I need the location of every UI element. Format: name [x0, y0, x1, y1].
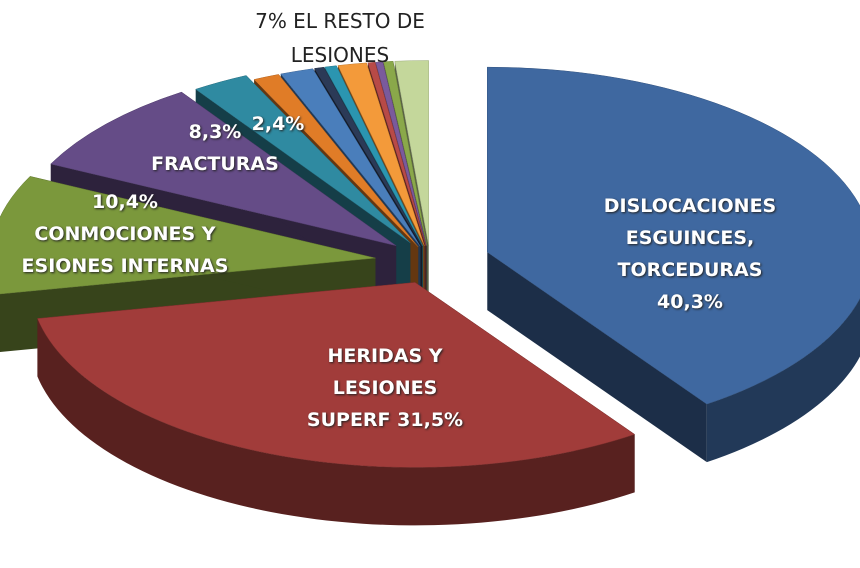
slice-label: DISLOCACIONES ESGUINCES, TORCEDURAS 40,3% — [590, 190, 790, 318]
slice — [383, 61, 428, 246]
slice-name: FRACTURAS — [151, 153, 279, 175]
slice — [375, 61, 427, 246]
slice-wall — [37, 318, 635, 526]
slice-value: 2,4% — [251, 113, 305, 135]
slice-label: 10,4% CONMOCIONES Y ESIONES INTERNAS — [15, 186, 235, 282]
slice-value: 31,5% — [397, 409, 464, 431]
slice — [487, 66, 860, 405]
slice-name: DISLOCACIONES ESGUINCES, TORCEDURAS — [603, 195, 777, 281]
slice-name: HERIDAS Y LESIONES SUPERF — [306, 345, 443, 431]
slice — [253, 74, 419, 248]
annotation: 7% EL RESTO DE LESIONES — [255, 9, 425, 67]
slice — [314, 66, 423, 247]
slice — [367, 62, 427, 246]
slice — [324, 65, 424, 247]
slice — [195, 75, 411, 244]
slice-wall — [706, 298, 860, 463]
slice — [0, 176, 376, 295]
slice-name: CONMOCIONES Y ESIONES INTERNAS — [21, 223, 229, 277]
slice-value: 10,4% — [92, 191, 158, 213]
slice — [394, 60, 429, 246]
slice-label: HERIDAS Y LESIONES SUPERF 31,5% — [290, 340, 480, 436]
slice — [50, 91, 397, 246]
slice — [37, 282, 636, 468]
slice-value: 8,3% — [188, 121, 242, 143]
slice-label: 8,3% FRACTURAS — [130, 116, 300, 180]
slice-value: 40,3% — [657, 291, 723, 313]
slice-side — [487, 252, 707, 463]
slice-label: 2,4% — [243, 108, 313, 140]
slice — [337, 62, 425, 246]
slice — [280, 68, 421, 247]
